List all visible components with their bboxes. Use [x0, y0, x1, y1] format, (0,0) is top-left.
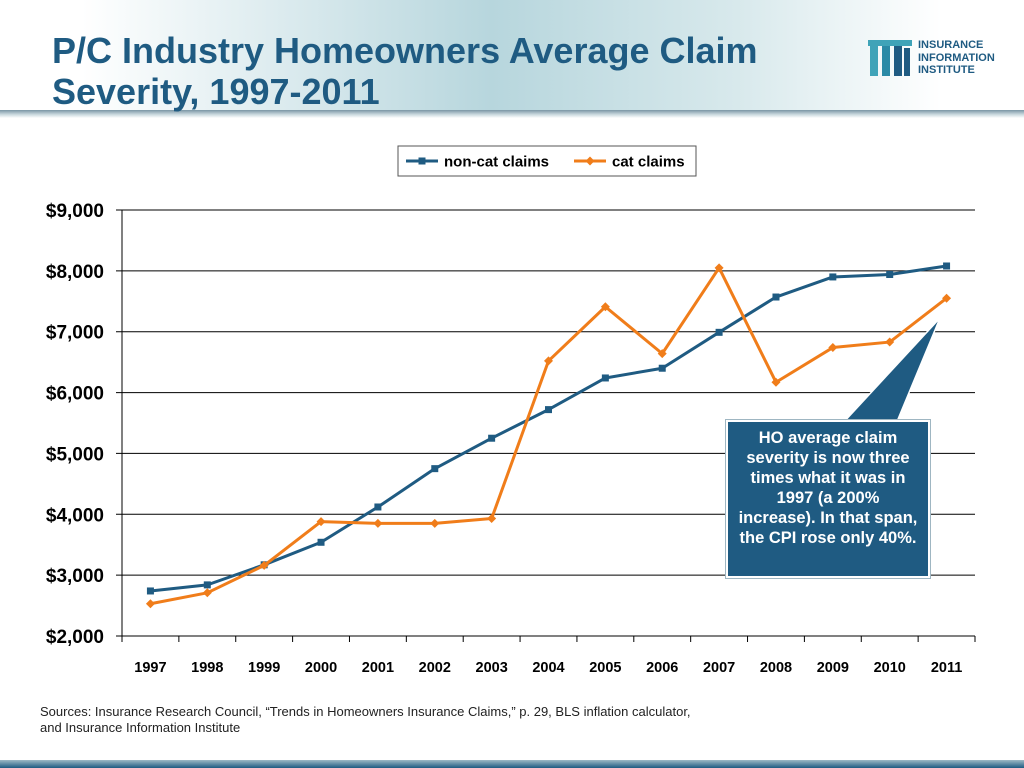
y-tick-label: $9,000	[46, 201, 104, 222]
logo-wordmark: INSURANCE INFORMATION INSTITUTE	[918, 39, 995, 77]
x-tick-label: 2005	[589, 660, 621, 676]
data-point-cat	[942, 293, 952, 303]
data-point-non-cat	[772, 293, 780, 301]
y-tick-label: $7,000	[46, 323, 104, 344]
data-point-cat	[600, 302, 610, 312]
data-point-non-cat	[146, 587, 154, 595]
data-point-non-cat	[658, 364, 666, 372]
data-point-cat	[657, 349, 667, 359]
data-point-non-cat	[943, 262, 951, 270]
data-point-cat	[714, 263, 724, 273]
y-tick-label: $8,000	[46, 262, 104, 283]
x-tick-label: 2001	[362, 660, 394, 676]
y-tick-label: $2,000	[46, 627, 104, 648]
callout-annotation: HO average claim severity is now three t…	[726, 420, 930, 578]
x-tick-label: 2004	[532, 660, 564, 676]
data-point-non-cat	[829, 273, 837, 281]
data-point-non-cat	[431, 465, 439, 473]
data-point-cat	[145, 599, 155, 609]
y-tick-label: $3,000	[46, 566, 104, 587]
x-tick-label: 2011	[931, 660, 962, 676]
legend-box	[397, 145, 697, 177]
x-tick-label: 2008	[760, 660, 792, 676]
data-point-non-cat	[886, 271, 894, 279]
iii-logo: INSURANCE INFORMATION INSTITUTE	[868, 38, 1018, 80]
data-point-non-cat	[203, 581, 211, 589]
header-band	[0, 0, 1024, 112]
y-tick-label: $6,000	[46, 384, 104, 405]
x-tick-label: 1997	[134, 660, 166, 676]
x-tick-label: 2002	[419, 660, 451, 676]
data-point-cat	[430, 518, 440, 528]
x-tick-label: 1999	[248, 660, 280, 676]
data-point-cat	[885, 337, 895, 347]
data-point-cat	[487, 514, 497, 524]
x-tick-label: 1998	[191, 660, 223, 676]
legend-label: non-cat claims	[444, 154, 549, 171]
data-point-non-cat	[545, 406, 552, 414]
callout-pointer	[840, 317, 941, 425]
footer-bar	[0, 760, 1024, 768]
data-point-non-cat	[488, 434, 496, 442]
data-point-cat	[259, 560, 269, 570]
data-point-cat	[373, 518, 383, 528]
x-tick-label: 2010	[874, 660, 906, 676]
sources-note: Sources: Insurance Research Council, “Tr…	[40, 704, 860, 736]
data-point-cat	[828, 343, 838, 353]
x-tick-label: 2000	[305, 660, 337, 676]
y-tick-label: $5,000	[46, 444, 104, 465]
data-point-cat	[771, 377, 781, 387]
x-tick-label: 2006	[646, 660, 678, 676]
y-tick-label: $4,000	[46, 505, 104, 526]
logo-line-2: INFORMATION	[918, 51, 995, 64]
data-point-non-cat	[317, 538, 325, 546]
slide-title: P/C Industry Homeowners Average Claim Se…	[52, 30, 812, 112]
legend-label: cat claims	[612, 154, 685, 171]
iii-logo-icon	[868, 40, 912, 76]
x-tick-label: 2009	[817, 660, 849, 676]
data-point-non-cat	[374, 503, 382, 511]
data-point-non-cat	[601, 374, 609, 382]
header-divider	[0, 110, 1024, 118]
data-point-cat	[202, 588, 212, 598]
data-point-non-cat	[715, 328, 723, 336]
x-tick-label: 2003	[476, 660, 508, 676]
logo-line-3: INSTITUTE	[918, 64, 975, 76]
x-tick-label: 2007	[703, 660, 735, 676]
title-line-2: Severity, 1997-2011	[52, 71, 380, 112]
legend-marker	[418, 157, 426, 165]
data-point-cat	[544, 356, 553, 366]
title-line-1: P/C Industry Homeowners Average Claim	[52, 30, 758, 71]
legend-marker	[585, 156, 595, 166]
data-point-cat	[316, 517, 326, 527]
sources-line-1: Sources: Insurance Research Council, “Tr…	[40, 704, 691, 719]
sources-line-2: and Insurance Information Institute	[40, 720, 241, 735]
logo-line-1: INSURANCE	[918, 39, 984, 51]
